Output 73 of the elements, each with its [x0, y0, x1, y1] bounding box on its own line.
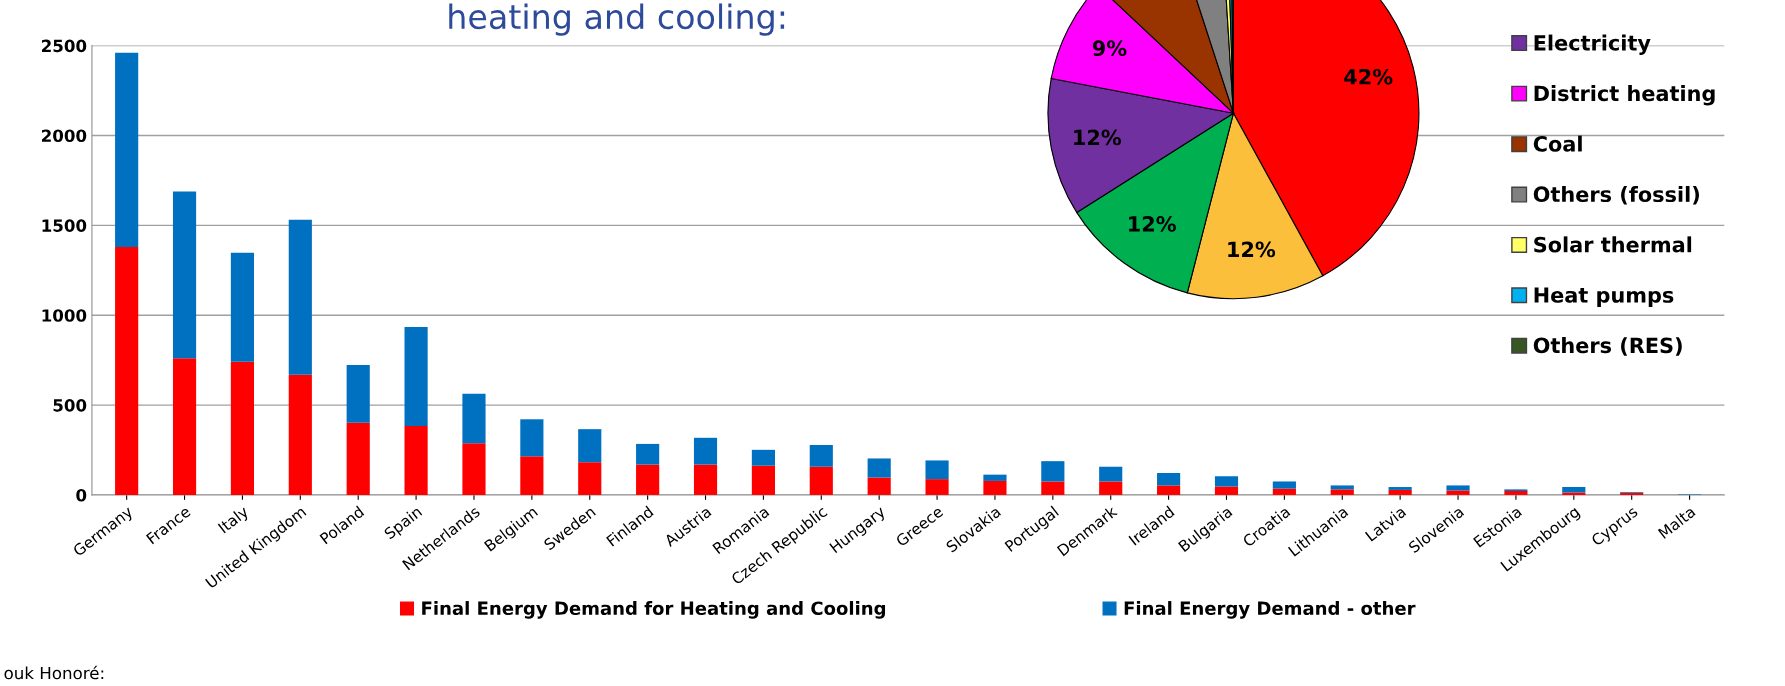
y-tick-label: 1500 — [42, 219, 87, 232]
legend-label: Coal — [1533, 135, 1582, 152]
bar — [230, 252, 255, 362]
legend-label: Final Energy Demand - other — [1124, 601, 1416, 619]
text: ouk Honoré: — [4, 665, 104, 680]
bar — [925, 460, 949, 480]
bar — [578, 462, 602, 495]
y-tick-label: 1000 — [42, 309, 87, 322]
legend-label: Others (fossil) — [1533, 185, 1699, 205]
bar — [115, 246, 139, 495]
bar — [578, 429, 602, 463]
bar — [288, 219, 312, 375]
y-tick-label: 2500 — [42, 39, 87, 53]
bar — [346, 422, 370, 495]
bar — [983, 474, 1007, 481]
bar — [404, 425, 428, 495]
bar — [925, 479, 949, 495]
bar — [867, 458, 891, 478]
legend-label: Solar thermal — [1534, 236, 1692, 253]
bar — [1504, 490, 1528, 495]
bar — [404, 326, 428, 426]
y-tick-label: 500 — [53, 399, 87, 412]
legend-label: Electricity — [1534, 34, 1651, 55]
bar — [693, 437, 718, 465]
bar — [809, 444, 833, 467]
bar — [636, 464, 660, 495]
data-label: 9% — [1092, 40, 1127, 57]
y-tick-label: 0 — [76, 488, 87, 502]
bar — [172, 191, 197, 359]
chart-title: heating and cooling: — [449, 3, 785, 36]
bar — [1562, 487, 1586, 493]
data-label: 12% — [1129, 216, 1176, 232]
bar — [1099, 466, 1123, 482]
bar — [1041, 461, 1065, 482]
bar — [1446, 490, 1470, 495]
bar — [520, 419, 544, 457]
bar — [983, 480, 1007, 495]
data-label: 42% — [1344, 68, 1393, 85]
bar — [1157, 485, 1181, 495]
x-tick-label: Italy — [217, 504, 252, 536]
bar — [1214, 486, 1239, 495]
legend-label: Heat pumps — [1534, 287, 1674, 307]
bar — [462, 443, 486, 495]
bar — [636, 443, 660, 465]
bar — [1272, 481, 1296, 489]
bar — [462, 393, 486, 444]
bar — [1214, 476, 1239, 487]
bar — [809, 466, 833, 495]
bar — [751, 465, 775, 495]
bar — [1330, 485, 1354, 490]
bar — [172, 358, 197, 495]
bar — [520, 456, 544, 495]
bar — [1388, 489, 1412, 495]
bar — [115, 52, 139, 247]
legend-label: District heating — [1534, 85, 1715, 106]
bar — [346, 365, 370, 423]
bar — [288, 374, 312, 495]
y-tick-label: 2000 — [42, 129, 87, 143]
legend-label: Final Energy Demand for Heating and Cooling — [422, 601, 886, 619]
bar — [1157, 473, 1181, 486]
legend-label: Others (RES) — [1533, 337, 1682, 356]
bar — [693, 464, 718, 495]
bar — [230, 361, 255, 495]
bar — [1272, 488, 1296, 495]
bar — [867, 477, 891, 495]
bar — [751, 449, 775, 466]
data-label: 12% — [1228, 241, 1276, 258]
bar — [1446, 485, 1470, 491]
bar — [1099, 481, 1123, 495]
bar — [1388, 487, 1412, 490]
data-label: 12% — [1074, 129, 1122, 146]
bar — [1041, 481, 1065, 495]
bar — [1330, 489, 1354, 495]
